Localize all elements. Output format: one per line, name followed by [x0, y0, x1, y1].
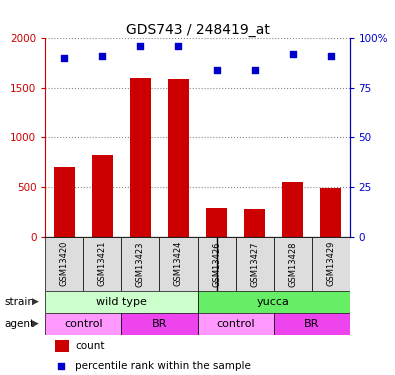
- Bar: [122, 237, 160, 291]
- Point: [175, 43, 182, 49]
- Bar: [273, 313, 350, 334]
- Text: GSM13428: GSM13428: [288, 241, 297, 286]
- Bar: [235, 237, 274, 291]
- Bar: [198, 291, 350, 313]
- Bar: [160, 237, 198, 291]
- Text: strain: strain: [4, 297, 34, 307]
- Bar: [45, 313, 122, 334]
- Bar: [273, 237, 312, 291]
- Text: GSM13426: GSM13426: [212, 241, 221, 286]
- Bar: [92, 155, 113, 237]
- Text: count: count: [75, 341, 105, 351]
- Text: control: control: [64, 319, 103, 328]
- Text: GSM13420: GSM13420: [60, 241, 69, 286]
- Text: GSM13424: GSM13424: [174, 241, 183, 286]
- Text: control: control: [216, 319, 255, 328]
- Text: BR: BR: [304, 319, 319, 328]
- Text: ▶: ▶: [32, 319, 39, 328]
- Text: GSM13427: GSM13427: [250, 241, 259, 286]
- Point: [58, 363, 64, 369]
- Bar: [55, 340, 69, 351]
- Text: agent: agent: [4, 319, 34, 328]
- Bar: [198, 237, 235, 291]
- Text: GSM13423: GSM13423: [136, 241, 145, 286]
- Text: BR: BR: [152, 319, 167, 328]
- Bar: [206, 208, 227, 237]
- Bar: [244, 209, 265, 237]
- Point: [290, 51, 296, 57]
- Point: [61, 55, 68, 61]
- Bar: [320, 188, 341, 237]
- Text: GSM13421: GSM13421: [98, 241, 107, 286]
- Bar: [54, 167, 75, 237]
- Bar: [282, 182, 303, 237]
- Bar: [168, 79, 189, 237]
- Bar: [45, 237, 83, 291]
- Bar: [45, 291, 198, 313]
- Text: ▶: ▶: [32, 297, 39, 306]
- Text: yucca: yucca: [257, 297, 290, 307]
- Point: [213, 67, 220, 73]
- Title: GDS743 / 248419_at: GDS743 / 248419_at: [126, 23, 269, 37]
- Bar: [312, 237, 350, 291]
- Bar: [198, 313, 274, 334]
- Point: [137, 43, 144, 49]
- Bar: [83, 237, 122, 291]
- Point: [251, 67, 258, 73]
- Text: wild type: wild type: [96, 297, 147, 307]
- Text: GSM13429: GSM13429: [326, 241, 335, 286]
- Bar: [122, 313, 198, 334]
- Text: percentile rank within the sample: percentile rank within the sample: [75, 361, 251, 371]
- Bar: [130, 78, 151, 237]
- Point: [327, 53, 334, 59]
- Point: [99, 53, 105, 59]
